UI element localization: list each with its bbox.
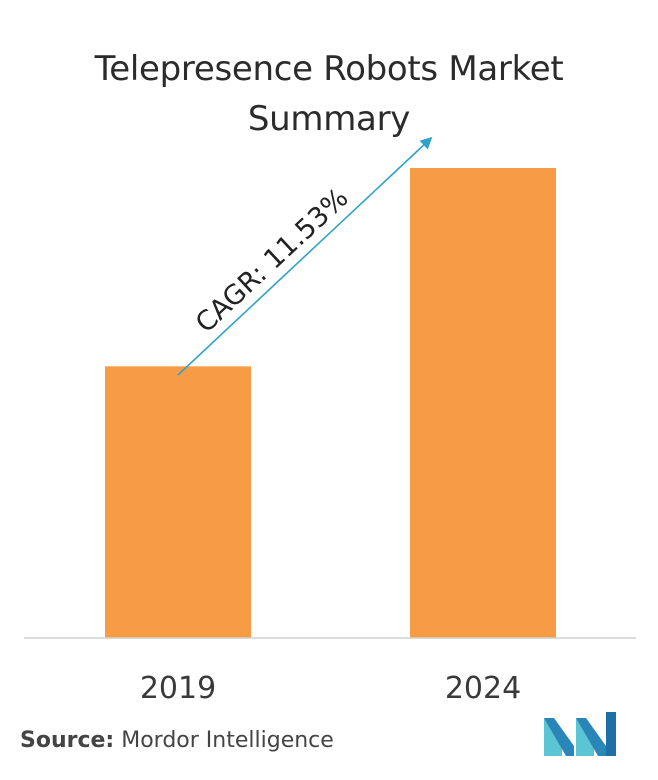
x-tick-label-2019: 2019	[140, 671, 216, 700]
x-tick-label-2024: 2024	[445, 671, 521, 700]
chart-title-line-2: Summary	[247, 99, 411, 139]
chart-title: Telepresence Robots Market Summary	[0, 44, 658, 144]
source-label: Source:	[20, 728, 115, 753]
source-footer: Source: Mordor Intelligence	[20, 728, 334, 753]
bar-chart: 2019 2024 CAGR: 11.53%	[24, 136, 636, 700]
chart-title-line-1: Telepresence Robots Market	[94, 49, 564, 89]
mordor-intelligence-logo-icon	[544, 712, 616, 756]
x-tick-labels: 2019 2024	[140, 671, 521, 700]
cagr-annotation: CAGR: 11.53%	[190, 182, 355, 339]
bars-layer	[105, 168, 556, 638]
bar-2019	[105, 366, 251, 638]
source-text: Mordor Intelligence	[121, 728, 334, 753]
bar-2024	[410, 168, 556, 638]
cagr-arrow	[177, 136, 433, 376]
